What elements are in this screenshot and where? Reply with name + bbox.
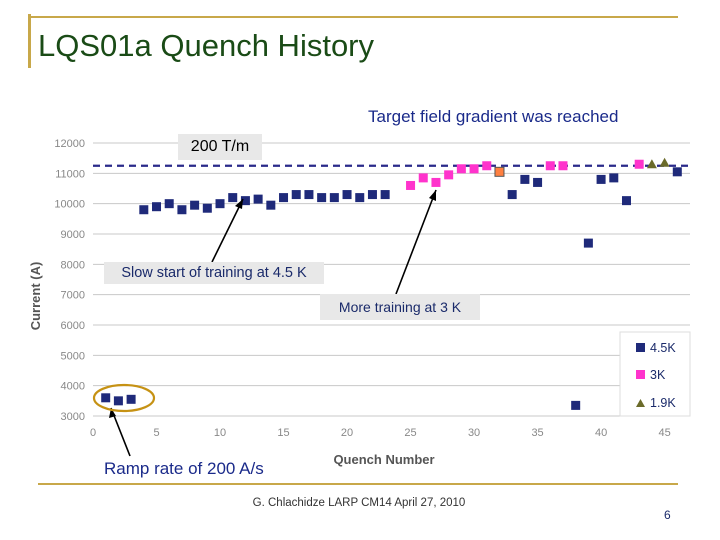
- legend-marker-4.5K: [636, 343, 645, 352]
- data-point: [646, 159, 657, 169]
- slow-start-arrow: [211, 198, 244, 263]
- title-accent-bar: [28, 14, 31, 68]
- data-point: [406, 180, 416, 190]
- data-point: [113, 396, 123, 406]
- target-gradient-box: 200 T/m: [178, 134, 262, 160]
- data-point: [494, 166, 505, 177]
- footer-accent-line: [38, 483, 678, 485]
- x-tick-labels: 0 5 10 15 20 25 30 35 40 45: [90, 427, 671, 439]
- data-point: [139, 205, 149, 215]
- data-point: [659, 157, 670, 167]
- data-point: [418, 173, 428, 183]
- page-number: 6: [664, 508, 671, 522]
- y-tick-label: 7000: [61, 290, 85, 302]
- data-point: [291, 190, 301, 200]
- legend-frame: [619, 331, 691, 417]
- data-point: [202, 203, 212, 213]
- data-point: [444, 170, 454, 180]
- data-point: [545, 161, 555, 171]
- data-point: [317, 193, 327, 203]
- x-tick-label: 0: [90, 427, 96, 439]
- y-tick-label: 6000: [61, 320, 85, 332]
- x-axis-label: Quench Number: [333, 452, 434, 467]
- chart-legend: 4.5K 3K 1.9K: [619, 331, 691, 417]
- data-point: [571, 400, 581, 410]
- data-point: [672, 167, 682, 177]
- y-tick-labels: 3000 4000 5000 6000 7000 8000 9000 10000 11000 12…: [54, 138, 85, 423]
- data-point: [101, 393, 111, 403]
- target-reached-note: Target field gradient was reached: [368, 107, 619, 126]
- data-point: [228, 193, 238, 203]
- data-point: [164, 199, 174, 209]
- data-point: [342, 190, 352, 200]
- slow-start-box: Slow start of training at 4.5 K: [104, 262, 324, 284]
- x-tick-label: 5: [153, 427, 159, 439]
- y-tick-label: 8000: [61, 259, 85, 271]
- more-training-arrow: [395, 189, 437, 295]
- data-point: [215, 199, 225, 209]
- data-point: [253, 194, 263, 204]
- y-tick-label: 3000: [61, 411, 85, 423]
- y-tick-label: 12000: [54, 138, 85, 150]
- legend-label-3K: 3K: [650, 368, 666, 382]
- data-point: [507, 190, 517, 200]
- data-point: [583, 238, 593, 248]
- data-point: [621, 196, 631, 206]
- data-point: [431, 177, 441, 187]
- y-tick-label: 11000: [55, 168, 85, 180]
- footer-credit: G. Chlachidze LARP CM14 April 27, 2010: [252, 497, 466, 509]
- x-tick-label: 40: [595, 427, 607, 439]
- x-tick-label: 45: [658, 427, 670, 439]
- x-tick-label: 20: [341, 427, 353, 439]
- data-point: [558, 161, 568, 171]
- more-training-arrowhead: [429, 190, 436, 201]
- y-tick-label: 9000: [61, 229, 85, 241]
- data-point: [596, 174, 606, 184]
- y-tick-label: 4000: [61, 381, 85, 393]
- y-tick-label: 5000: [61, 350, 85, 362]
- data-point: [329, 193, 339, 203]
- data-point: [367, 190, 377, 200]
- data-point: [266, 200, 276, 210]
- ramp-rate-note: Ramp rate of 200 A/s: [104, 459, 264, 478]
- x-tick-label: 15: [277, 427, 289, 439]
- slide-title: LQS01a Quench History: [38, 28, 375, 63]
- data-point: [304, 190, 314, 200]
- data-point: [279, 193, 289, 203]
- top-accent-line: [30, 16, 678, 18]
- slow-start-arrowhead: [235, 199, 243, 209]
- data-point: [240, 196, 250, 206]
- data-point: [355, 193, 365, 203]
- x-tick-label: 30: [468, 427, 480, 439]
- data-point: [380, 190, 390, 200]
- legend-label-1.9K: 1.9K: [650, 396, 676, 410]
- legend-marker-3K: [636, 370, 645, 379]
- data-point: [533, 177, 543, 187]
- data-point: [177, 205, 187, 215]
- legend-marker-1.9K: [636, 399, 645, 407]
- data-point: [609, 173, 619, 183]
- x-tick-label: 25: [404, 427, 416, 439]
- y-axis-label: Current (A): [28, 262, 43, 331]
- y-tick-label: 10000: [54, 199, 85, 211]
- data-point: [126, 394, 136, 404]
- data-point: [152, 202, 162, 212]
- data-point: [634, 159, 644, 169]
- more-training-box: More training at 3 K: [320, 294, 480, 320]
- data-point: [469, 164, 479, 174]
- x-tick-label: 35: [531, 427, 543, 439]
- data-point: [520, 174, 530, 184]
- data-point: [190, 200, 200, 210]
- data-point: [456, 164, 466, 174]
- legend-label-4.5K: 4.5K: [650, 341, 676, 355]
- data-point: [482, 161, 492, 171]
- data-points: [101, 157, 682, 410]
- x-tick-label: 10: [214, 427, 226, 439]
- ramp-rate-highlight-ellipse: [92, 383, 156, 413]
